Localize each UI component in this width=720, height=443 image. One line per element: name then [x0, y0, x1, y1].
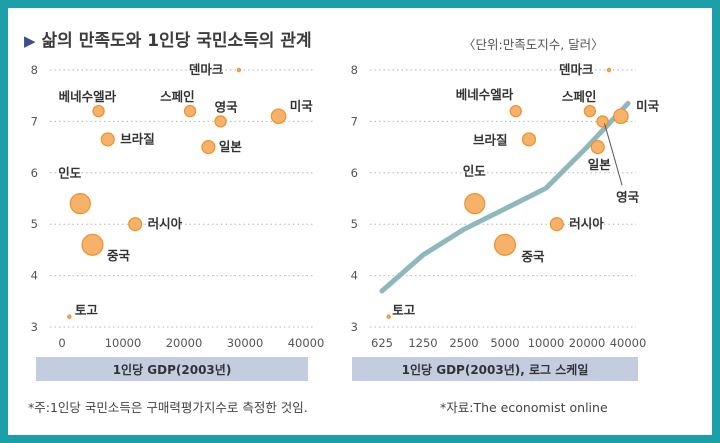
point-label: 토고	[392, 303, 416, 318]
point-label: 덴마크	[559, 62, 594, 77]
bubble-point	[386, 314, 391, 319]
bubble-point	[596, 115, 609, 128]
bubble-point	[464, 193, 486, 215]
y-tick-label: 6	[31, 166, 38, 180]
point-label: 일본	[219, 139, 243, 154]
y-tick-label: 5	[31, 217, 38, 231]
x-label-bar	[36, 357, 308, 381]
chart-panel-1: 3 4 5 6 7 8 0 10000 20000 30000 40000 1인당 GDP(2003년…	[31, 62, 325, 381]
x-tick-label: 20000	[166, 336, 203, 350]
bubble-point	[236, 67, 242, 73]
point-label: 러시아	[148, 216, 183, 231]
bubble-point	[128, 217, 143, 232]
x-tick-label: 20000	[569, 336, 606, 350]
bubble-point	[81, 233, 104, 256]
unit-note: 〈단위:만족도지수, 달러〉	[463, 37, 604, 52]
y-tick-label: 3	[31, 320, 38, 334]
footnote-left: *주:1인당 국민소득은 구매력평가지수로 측정한 것임.	[28, 400, 308, 415]
bubble-point	[100, 132, 115, 147]
point-label: 영국	[215, 99, 239, 114]
y-tick-label: 5	[351, 217, 358, 231]
x-tick-label: 1250	[408, 336, 437, 350]
bubble-point	[613, 108, 629, 125]
bubble-point	[493, 233, 517, 256]
x-tick-label: 0	[58, 336, 65, 350]
y-tick-label: 3	[351, 320, 358, 334]
point-label: 덴마크	[189, 62, 224, 77]
x-tick-label: 40000	[610, 336, 647, 350]
point-label: 토고	[75, 303, 99, 318]
chart-panel-2: 3 4 5 6 7 8 625 1250 2500 5000 10000 20000 40000 1인당 …	[351, 62, 660, 381]
point-label: 중국	[107, 248, 131, 263]
point-label: 브라질	[120, 131, 155, 146]
bubble-point	[590, 140, 605, 155]
point-label: 스페인	[160, 89, 195, 104]
point-label: 일본	[588, 157, 612, 172]
bubble-point	[201, 140, 216, 155]
x-tick-label: 625	[371, 336, 393, 350]
x-tick-label: 5000	[490, 336, 519, 350]
bubble-point	[92, 104, 105, 118]
y-tick-label: 7	[351, 114, 358, 128]
point-label: 미국	[290, 98, 314, 113]
x-tick-label: 10000	[105, 336, 142, 350]
bubble-point	[69, 193, 91, 215]
point-label: 중국	[521, 249, 545, 264]
point-label: 영국	[616, 189, 640, 204]
bubble-point	[583, 104, 597, 118]
point-label: 인도	[58, 166, 82, 181]
bubble-point	[606, 67, 612, 73]
x-axis-label: 1인당 GDP(2003년)	[113, 362, 232, 377]
x-tick-label: 40000	[288, 336, 325, 350]
x-label-bar	[352, 357, 638, 381]
chart-title-wrap: ▶ 삶의 만족도와 1인당 국민소득의 관계	[24, 26, 312, 51]
y-tick-label: 7	[31, 114, 38, 128]
x-tick-label: 2500	[449, 336, 478, 350]
title-arrow-icon: ▶	[24, 32, 36, 50]
y-tick-label: 8	[351, 63, 358, 77]
bubble-point	[270, 108, 287, 125]
point-label: 인도	[463, 164, 487, 179]
point-label: 베네수엘라	[456, 87, 514, 102]
footnote-right: *자료:The economist online	[440, 400, 608, 415]
x-axis-label: 1인당 GDP(2003년), 로그 스케일	[402, 362, 589, 377]
y-tick-label: 4	[351, 269, 358, 283]
bubble-point	[509, 104, 522, 118]
point-label: 러시아	[569, 216, 604, 231]
bubble-point	[521, 132, 537, 147]
point-label: 브라질	[473, 132, 508, 147]
x-tick-label: 10000	[528, 336, 565, 350]
y-tick-label: 4	[31, 269, 38, 283]
point-label: 미국	[636, 98, 660, 113]
chart-title: 삶의 만족도와 1인당 국민소득의 관계	[41, 31, 312, 51]
point-label: 베네수엘라	[59, 89, 117, 104]
trend-line	[379, 100, 631, 294]
bubble-point	[183, 104, 197, 118]
y-tick-label: 6	[351, 166, 358, 180]
x-tick-label: 30000	[227, 336, 264, 350]
bubble-point	[67, 314, 72, 319]
point-label: 스페인	[562, 89, 597, 104]
y-tick-label: 8	[31, 63, 38, 77]
bubble-point	[214, 115, 227, 128]
bubble-point	[549, 217, 564, 232]
label-leader-line	[604, 123, 623, 186]
